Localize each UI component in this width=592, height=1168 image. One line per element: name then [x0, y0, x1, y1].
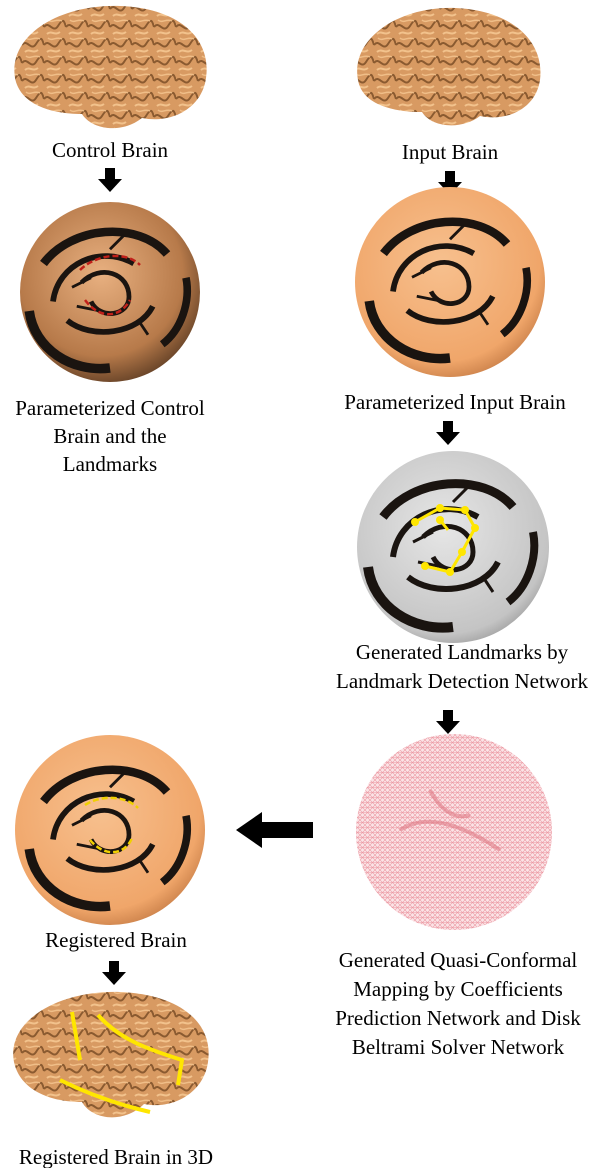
control-brain-image: [14, 5, 207, 129]
registered-brain-3d: [13, 991, 209, 1118]
node-label: Mapping by Coefficients: [353, 977, 563, 1001]
arrow: [436, 710, 460, 734]
node-label: Registered Brain: [45, 928, 187, 952]
arrow: [98, 168, 122, 192]
control-disc: [20, 202, 200, 382]
node-label: Parameterized Input Brain: [344, 390, 566, 414]
input-brain-image: [357, 7, 541, 126]
node-label: Registered Brain in 3D: [19, 1145, 213, 1168]
node-label: Prediction Network and Disk: [335, 1006, 581, 1030]
node-label: Generated Quasi-Conformal: [339, 948, 578, 972]
node-label: Control Brain: [52, 138, 169, 162]
node-label: Parameterized Control: [15, 396, 205, 420]
node-label: Input Brain: [402, 140, 499, 164]
node-label: Landmark Detection Network: [336, 669, 588, 693]
landmark-disc: [357, 451, 549, 643]
arrow: [436, 421, 460, 445]
node-label: Generated Landmarks by: [356, 640, 569, 664]
arrow: [102, 961, 126, 985]
mapping-disc: [356, 734, 552, 930]
registered-disc: [15, 735, 205, 925]
node-label: Brain and the: [53, 424, 166, 448]
node-label: Beltrami Solver Network: [352, 1035, 565, 1059]
node-label: Landmarks: [63, 452, 157, 476]
arrow: [236, 812, 313, 848]
input-disc: [355, 187, 545, 377]
